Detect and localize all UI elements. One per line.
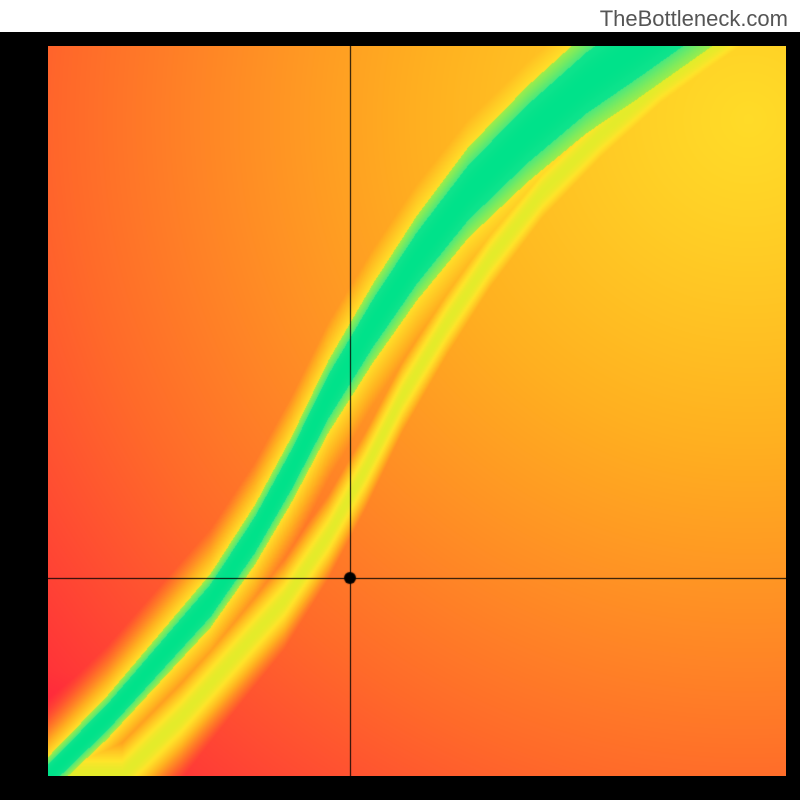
frame-bottom [0,776,800,800]
frame-right [786,32,800,800]
bottleneck-heatmap [48,46,786,776]
frame-left [0,32,48,800]
watermark-text: TheBottleneck.com [600,6,788,32]
root: TheBottleneck.com [0,0,800,800]
frame-top [0,32,800,46]
